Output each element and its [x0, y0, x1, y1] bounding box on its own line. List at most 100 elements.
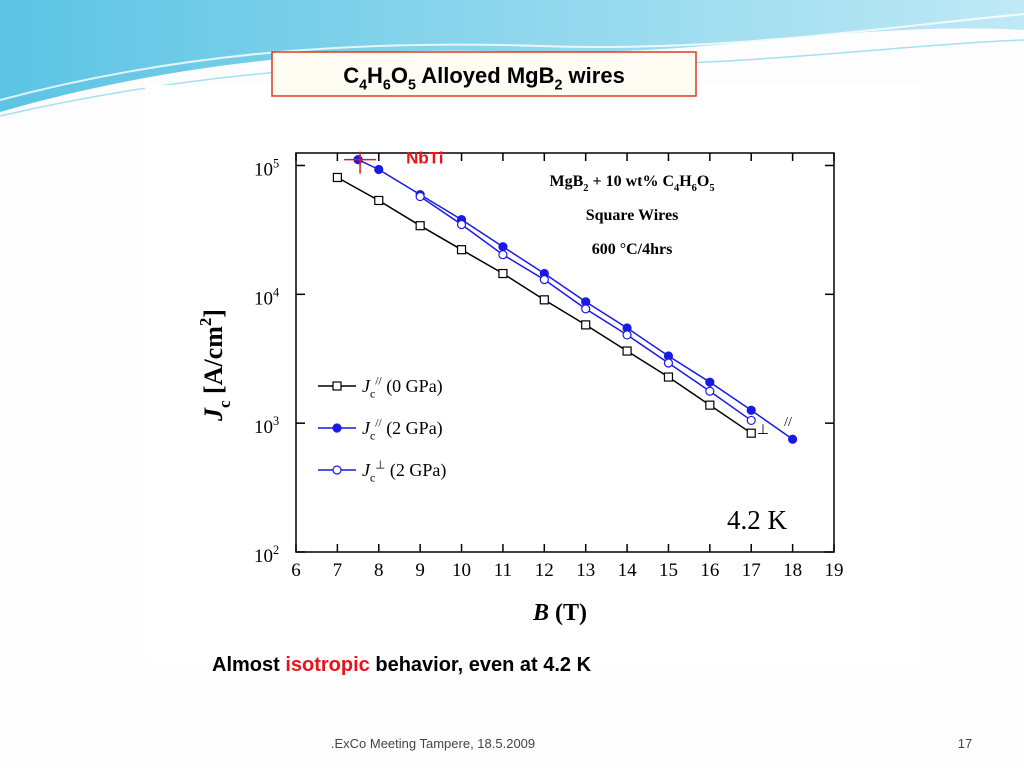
legend-label: Jc⊥ (2 GPa)	[362, 458, 446, 484]
x-tick-label: 19	[825, 560, 844, 581]
x-tick-label: 11	[494, 560, 512, 581]
point	[374, 195, 384, 206]
y-axis-label-part: J	[199, 407, 228, 422]
point	[498, 268, 508, 279]
note-part: H	[679, 173, 692, 190]
legend-label-part: c	[370, 387, 375, 400]
slide-title-part: wires	[562, 63, 624, 88]
point	[456, 245, 467, 255]
note: 600 °C/4hrs	[592, 241, 673, 258]
slide-title-part: O	[391, 63, 408, 88]
plot-frame	[295, 152, 835, 553]
y-tick-label-part: 4	[273, 285, 279, 299]
y-tick-label: 104	[254, 285, 279, 309]
y-tick-label-part: 2	[273, 543, 279, 557]
point	[705, 377, 715, 387]
point	[746, 415, 756, 426]
note: MgB2 + 10 wt% C4H6O5	[549, 173, 714, 194]
note-part: O	[697, 173, 709, 190]
x-tick-label: 14	[618, 560, 638, 581]
point	[539, 275, 549, 285]
legend-marker	[332, 423, 342, 433]
point	[539, 295, 549, 305]
x-tick-label: 12	[535, 560, 554, 581]
point	[746, 428, 756, 438]
legend-label-part: J	[362, 418, 371, 438]
y-axis-label-part: 2	[196, 318, 215, 326]
y-tick-label: 105	[254, 157, 279, 181]
y-axis-label-part: ]	[199, 309, 228, 318]
perpendicular-mark: ⊥	[757, 423, 769, 438]
temperature-label: 4.2 K	[727, 505, 788, 535]
y-tick-label-part: 3	[273, 414, 279, 428]
legend-label: Jc// (0 GPa)	[362, 374, 443, 400]
caption: Almost isotropic behavior, even at 4.2 K	[212, 654, 592, 676]
y-tick-label-part: 10	[254, 288, 273, 309]
point	[788, 434, 798, 444]
y-axis-label-part: [A/cm	[199, 326, 228, 401]
note-part: + 10 wt% C	[588, 173, 674, 190]
legend-marker	[332, 381, 342, 391]
slide-title-part: C	[343, 63, 359, 88]
y-tick-label-part: 10	[254, 417, 273, 438]
slide-title-part: 6	[383, 78, 391, 94]
note-part: 6	[692, 183, 697, 194]
legend-label-part: ⊥	[375, 458, 385, 471]
slide-title: C4H6O5 Alloyed MgB2 wires	[343, 63, 625, 94]
x-axis-label-part: (T)	[549, 600, 587, 626]
note-part: 2	[583, 183, 588, 194]
x-tick-label: 7	[333, 560, 343, 581]
slide-title-part: 5	[408, 78, 416, 94]
note-part: 5	[709, 183, 714, 194]
point	[415, 221, 425, 231]
point	[581, 320, 591, 330]
legend-label-part: (0 GPa)	[382, 376, 443, 397]
x-tick-label: 10	[452, 560, 471, 581]
y-axis-label-part: c	[215, 400, 234, 408]
legend-label-part: J	[362, 460, 371, 480]
point	[663, 358, 674, 368]
x-axis-label: B (T)	[532, 600, 587, 626]
note-part: 4	[674, 183, 679, 194]
legend-label: Jc// (2 GPa)	[362, 416, 443, 442]
point	[415, 191, 425, 202]
y-tick-label-part: 10	[254, 546, 273, 567]
series-line	[357, 158, 794, 440]
page-number: 17	[958, 736, 972, 751]
point	[746, 405, 756, 415]
legend-marker	[332, 465, 342, 475]
x-tick-label: 13	[576, 560, 595, 581]
chart-panel	[145, 85, 920, 663]
y-tick-label: 103	[254, 414, 279, 438]
slide-title-part: H	[367, 63, 383, 88]
x-tick-label: 16	[700, 560, 719, 581]
x-tick-label: 6	[291, 560, 301, 581]
point	[374, 164, 384, 175]
point	[622, 330, 632, 340]
header-wave	[0, 0, 1024, 112]
caption-part: Almost	[212, 654, 285, 676]
x-tick-label: 8	[374, 560, 384, 581]
legend-label-part: (2 GPa)	[385, 460, 446, 481]
legend-label-part: J	[362, 376, 371, 396]
slide-title-part: 4	[359, 78, 367, 94]
caption-part: behavior, even at 4.2 K	[370, 654, 592, 676]
point	[622, 346, 632, 356]
title-box	[271, 51, 697, 97]
caption-part: isotropic	[285, 654, 369, 676]
footer: .ExCo Meeting Tampere, 18.5.2009	[331, 736, 535, 751]
legend-label-part: //	[375, 416, 382, 429]
note: Square Wires	[586, 207, 679, 224]
point	[705, 386, 715, 396]
slide-title-part: Alloyed MgB	[416, 63, 555, 88]
x-tick-label: 15	[659, 560, 678, 581]
parallel-mark: //	[784, 415, 792, 430]
slide-title-part: 2	[554, 78, 562, 94]
y-tick-label: 102	[254, 543, 279, 567]
point	[498, 242, 508, 252]
y-axis-label: Jc [A/cm2]	[196, 309, 234, 422]
legend-label-part: c	[370, 471, 375, 484]
point	[332, 172, 342, 183]
x-axis-label-part: B	[532, 600, 549, 626]
